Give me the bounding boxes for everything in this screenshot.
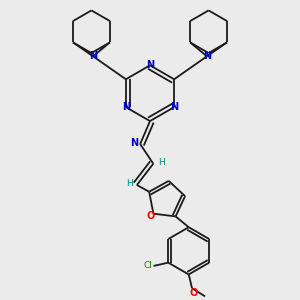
Text: N: N: [170, 102, 178, 112]
Text: O: O: [146, 211, 154, 221]
Text: N: N: [130, 138, 138, 148]
Text: O: O: [190, 288, 198, 298]
Text: N: N: [89, 51, 97, 61]
Text: H: H: [126, 179, 133, 188]
Text: N: N: [146, 60, 154, 70]
Text: N: N: [122, 102, 130, 112]
Text: H: H: [158, 158, 165, 166]
Text: N: N: [203, 51, 211, 61]
Text: Cl: Cl: [144, 261, 153, 270]
